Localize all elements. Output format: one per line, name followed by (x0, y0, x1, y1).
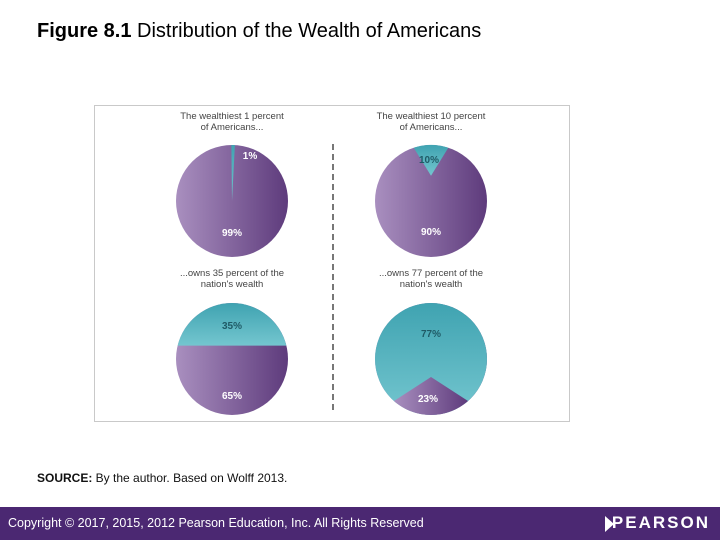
copyright-text: Copyright © 2017, 2015, 2012 Pearson Edu… (8, 516, 424, 530)
pie-caption-line: nation's wealth (400, 279, 463, 290)
pie-caption-line: ...owns 77 percent of the (379, 268, 483, 279)
page-title: Figure 8.1 Distribution of the Wealth of… (37, 20, 481, 43)
pie-slice-label: 10% (419, 155, 439, 166)
source-label: SOURCE: (37, 471, 93, 485)
pie-slice-label: 1% (243, 151, 258, 162)
figure-number: Figure 8.1 (37, 20, 132, 42)
pie-slice-label: 90% (421, 227, 441, 238)
pie-slice-label: 77% (421, 329, 441, 340)
pie-caption-line: nation's wealth (201, 279, 264, 290)
footer-bar: Copyright © 2017, 2015, 2012 Pearson Edu… (0, 507, 720, 540)
pie-caption-line: of Americans... (201, 122, 264, 133)
source-note: SOURCE: By the author. Based on Wolff 20… (37, 471, 287, 485)
pearson-logo: PEARSON (611, 513, 710, 532)
pie-slice-minority (375, 303, 487, 415)
pie-caption-line: The wealthiest 10 percent (377, 111, 486, 122)
pie-slice-majority (375, 145, 487, 257)
pie-slice-minority (413, 145, 449, 176)
pie-caption-line: ...owns 35 percent of the (180, 268, 284, 279)
pie-slice-minority (177, 303, 287, 346)
pie-slice-label: 35% (222, 321, 242, 332)
pie-slice-minority (231, 145, 235, 201)
pie-slice-label: 23% (418, 394, 438, 405)
pearson-logo-mark-icon (605, 516, 614, 532)
pie-caption-line: The wealthiest 1 percent (180, 111, 284, 122)
figure-title: Distribution of the Wealth of Americans (131, 20, 482, 42)
source-text: By the author. Based on Wolff 2013. (92, 471, 288, 485)
pie-slice-majority-wedge (393, 377, 469, 416)
pie-slice-label: 65% (222, 391, 242, 402)
pie-slice-label: 99% (222, 228, 242, 239)
pie-caption-line: of Americans... (400, 122, 463, 133)
figure-panel: The wealthiest 1 percent of Americans... 1… (94, 105, 570, 422)
